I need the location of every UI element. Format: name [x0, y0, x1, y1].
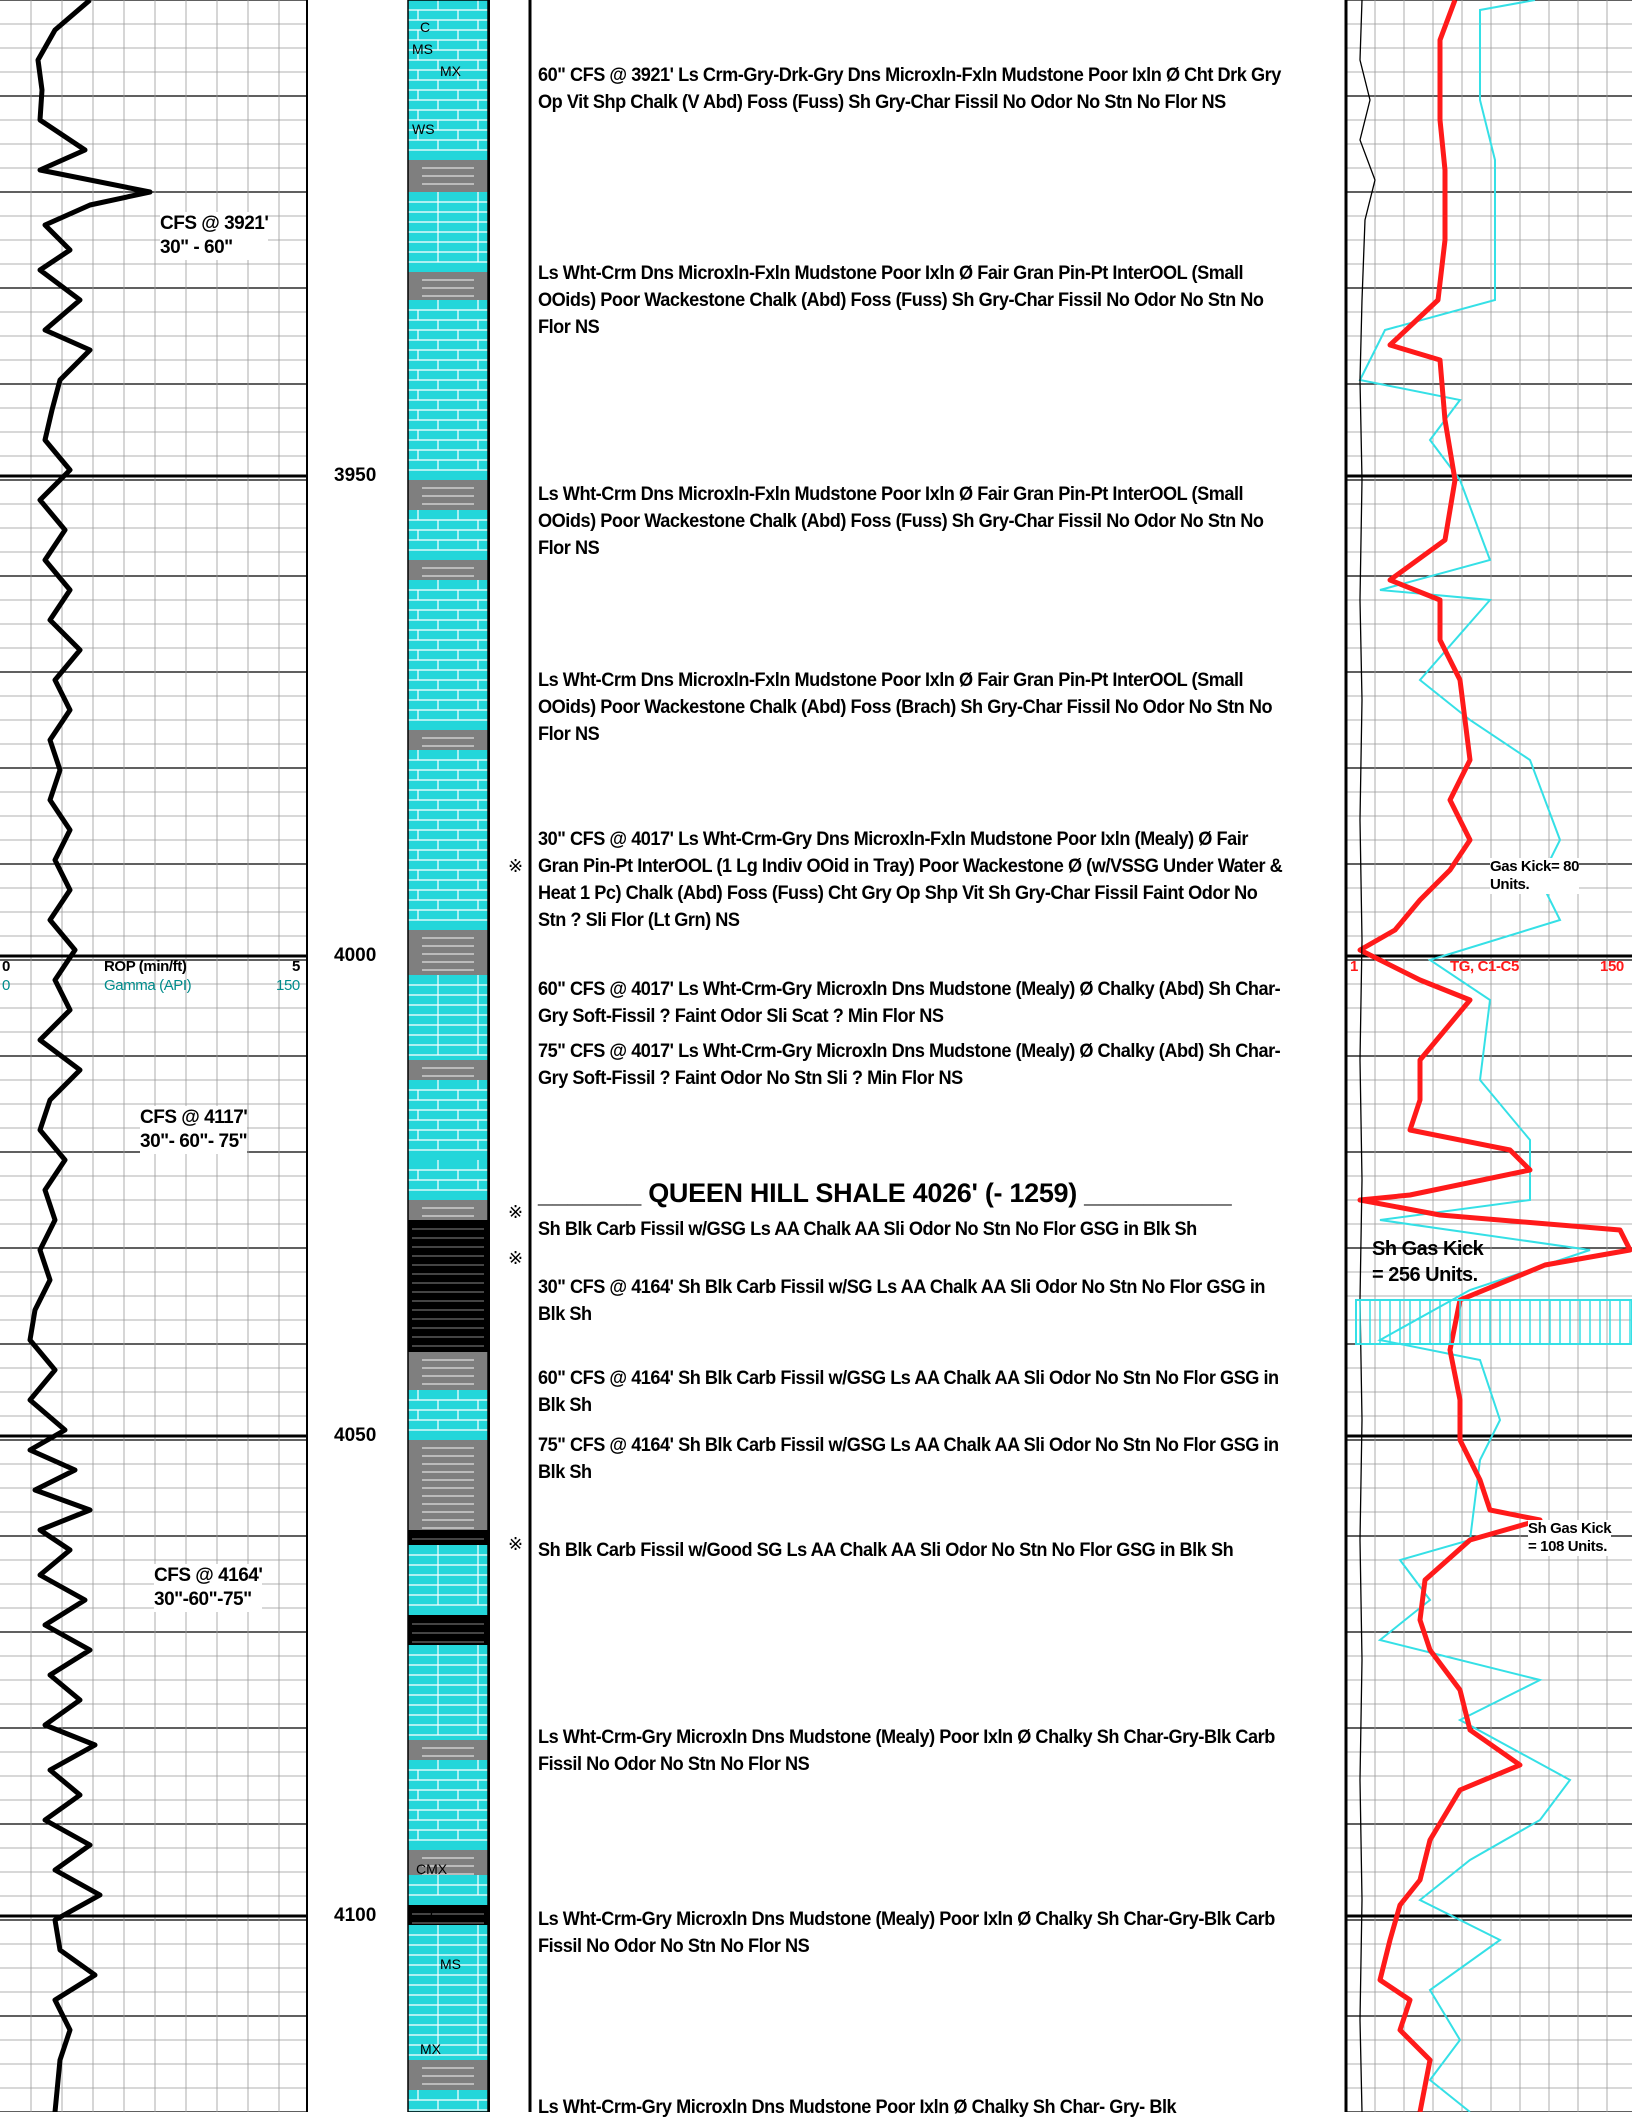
- lithology-description: 60" CFS @ 4017' Ls Wht-Crm-Gry Microxln …: [538, 978, 1281, 1027]
- limestone-interval: [408, 1760, 488, 1850]
- gamma-scale-min: 0: [2, 977, 10, 994]
- limestone-interval: [408, 2090, 488, 2112]
- lithology-symbol-label: C: [420, 19, 430, 35]
- total-gas-curve: [1357, 0, 1632, 2112]
- show-marker: ※: [508, 856, 523, 877]
- limestone-interval: [408, 1390, 488, 1440]
- shale-interval: [408, 560, 488, 580]
- cfs-annotation-line2: 30"-60"-75": [154, 1589, 252, 1610]
- lithology-description: Ls Wht-Crm Dns Microxln-Fxln Mudstone Po…: [538, 669, 1273, 745]
- lithology-description: Ls Wht-Crm Dns Microxln-Fxln Mudstone Po…: [538, 483, 1264, 559]
- rop-scale-label: ROP (min/ft): [104, 958, 187, 975]
- gas-kick-annotation: Sh Gas Kick = 256 Units.: [1372, 1236, 1484, 1288]
- cfs-annotation-line2: 30"- 60"- 75": [140, 1131, 248, 1152]
- cfs-annotation-line1: CFS @ 4164': [154, 1565, 263, 1586]
- lithology-symbol-label: CMX: [416, 1861, 448, 1877]
- gas-kick-line1: Sh Gas Kick: [1528, 1520, 1612, 1537]
- depth-label: 4000: [334, 945, 377, 966]
- gas-scale-min: 1: [1350, 958, 1358, 975]
- limestone-interval: [408, 580, 488, 730]
- gas-kick-annotation: Gas Kick= 80 Units.: [1490, 858, 1579, 894]
- cfs-annotation: CFS @ 4164' 30"-60"-75": [154, 1564, 263, 1612]
- gas-track-grid: [1346, 0, 1632, 2112]
- gas-kick-box: [1355, 1299, 1632, 1345]
- lithology-description: Ls Wht-Crm Dns Microxln-Fxln Mudstone Po…: [538, 262, 1264, 338]
- lithology-symbol-label: WS: [412, 121, 435, 137]
- depth-label: 4100: [334, 1905, 377, 1926]
- shale-interval: [408, 2060, 488, 2090]
- lithology-column: C MS MX WS CMX C MS MX ※ ※ ※ ※: [407, 0, 523, 2112]
- lithology-description: Ls Wht-Crm-Gry Microxln Dns Mudstone Poo…: [538, 2096, 1177, 2118]
- shale-interval: [408, 1850, 488, 1875]
- rop-scale-min: 0: [2, 958, 10, 975]
- gas-markers: [1355, 1299, 1632, 1345]
- gas-scale-label: TG, C1-C5: [1450, 958, 1519, 975]
- lithology-description: Sh Blk Carb Fissil w/GSG Ls AA Chalk AA …: [538, 1218, 1197, 1240]
- gas-kick-line2: Units.: [1490, 876, 1530, 893]
- lithology-description: 75" CFS @ 4017' Ls Wht-Crm-Gry Microxln …: [538, 1040, 1281, 1089]
- gamma-scale-label: Gamma (API): [104, 977, 192, 994]
- shale-interval: [408, 1060, 488, 1080]
- gas-kick-line2: = 108 Units.: [1528, 1538, 1607, 1555]
- shale-interval: [408, 1440, 488, 1530]
- lithology-description: Ls Wht-Crm-Gry Microxln Dns Mudstone (Me…: [538, 1726, 1275, 1775]
- gas-kick-line2: = 256 Units.: [1372, 1264, 1478, 1286]
- rop-curve: [27, 0, 153, 2112]
- c1-c5-curve: [1358, 0, 1591, 2112]
- shale-interval: [408, 1740, 488, 1760]
- lithology-symbol-label: MS: [412, 41, 433, 57]
- gas-kick-line1: Gas Kick= 80: [1490, 858, 1580, 875]
- cfs-annotation: CFS @ 4117' 30"- 60"- 75": [140, 1106, 248, 1154]
- shale-interval: [408, 730, 488, 750]
- limestone-interval: [408, 1925, 488, 2060]
- cfs-annotation-line1: CFS @ 4117': [140, 1107, 248, 1128]
- track-borders: [0, 0, 1348, 2112]
- cfs-annotation-line1: CFS @ 3921': [160, 213, 269, 234]
- gas-kick-line1: Sh Gas Kick: [1372, 1238, 1484, 1260]
- thin-gas-curve: [1359, 0, 1376, 2112]
- gamma-scale-max: 150: [276, 977, 300, 994]
- cfs-annotation-line2: 30" - 60": [160, 237, 233, 258]
- depth-label: 3950: [334, 465, 377, 486]
- shale-interval: [408, 930, 488, 975]
- lithology-symbol-label: MS: [440, 1956, 461, 1972]
- show-marker: ※: [508, 1202, 523, 1223]
- black-shale-interval: [408, 1615, 488, 1645]
- lithology-symbol-label: C: [430, 1906, 440, 1922]
- lithology-description: 60" CFS @ 4164' Sh Blk Carb Fissil w/GSG…: [538, 1367, 1279, 1416]
- show-marker: ※: [508, 1248, 523, 1269]
- lithology-description: 30" CFS @ 4164' Sh Blk Carb Fissil w/SG …: [538, 1276, 1266, 1325]
- black-shale-interval: [408, 1530, 488, 1545]
- gas-kick-annotation: Sh Gas Kick = 108 Units.: [1528, 1520, 1612, 1556]
- gas-scale-max: 150: [1600, 958, 1624, 975]
- lithology-description: 60" CFS @ 3921' Ls Crm-Gry-Drk-Gry Dns M…: [538, 64, 1281, 113]
- rop-scale-max: 5: [292, 958, 300, 975]
- cfs-annotation: CFS @ 3921' 30" - 60": [160, 212, 269, 260]
- limestone-interval: [408, 975, 488, 1060]
- black-shale-interval: [408, 1220, 488, 1352]
- formation-top: _______ QUEEN HILL SHALE 4026' (- 1259) …: [538, 1178, 1232, 1208]
- black-shale-interval: [408, 1905, 488, 1925]
- limestone-interval: [408, 1875, 488, 1905]
- lithology-description: 75" CFS @ 4164' Sh Blk Carb Fissil w/GSG…: [538, 1434, 1279, 1483]
- lithology-description: Ls Wht-Crm-Gry Microxln Dns Mudstone (Me…: [538, 1908, 1275, 1957]
- lithology-description: Sh Blk Carb Fissil w/Good SG Ls AA Chalk…: [538, 1539, 1234, 1561]
- show-marker: ※: [508, 1534, 523, 1555]
- limestone-interval: [408, 1645, 488, 1740]
- limestone-interval: [408, 510, 488, 560]
- left-track-grid: [0, 0, 306, 2112]
- lithology-symbol-label: MX: [440, 63, 462, 79]
- limestone-interval: [408, 1545, 488, 1615]
- lithology-symbol-label: MX: [420, 2041, 442, 2057]
- depth-label: 4050: [334, 1425, 377, 1446]
- lithology-description: 30" CFS @ 4017' Ls Wht-Crm-Gry Dns Micro…: [538, 828, 1283, 931]
- shale-interval: [408, 1200, 488, 1220]
- shale-interval: [408, 480, 488, 510]
